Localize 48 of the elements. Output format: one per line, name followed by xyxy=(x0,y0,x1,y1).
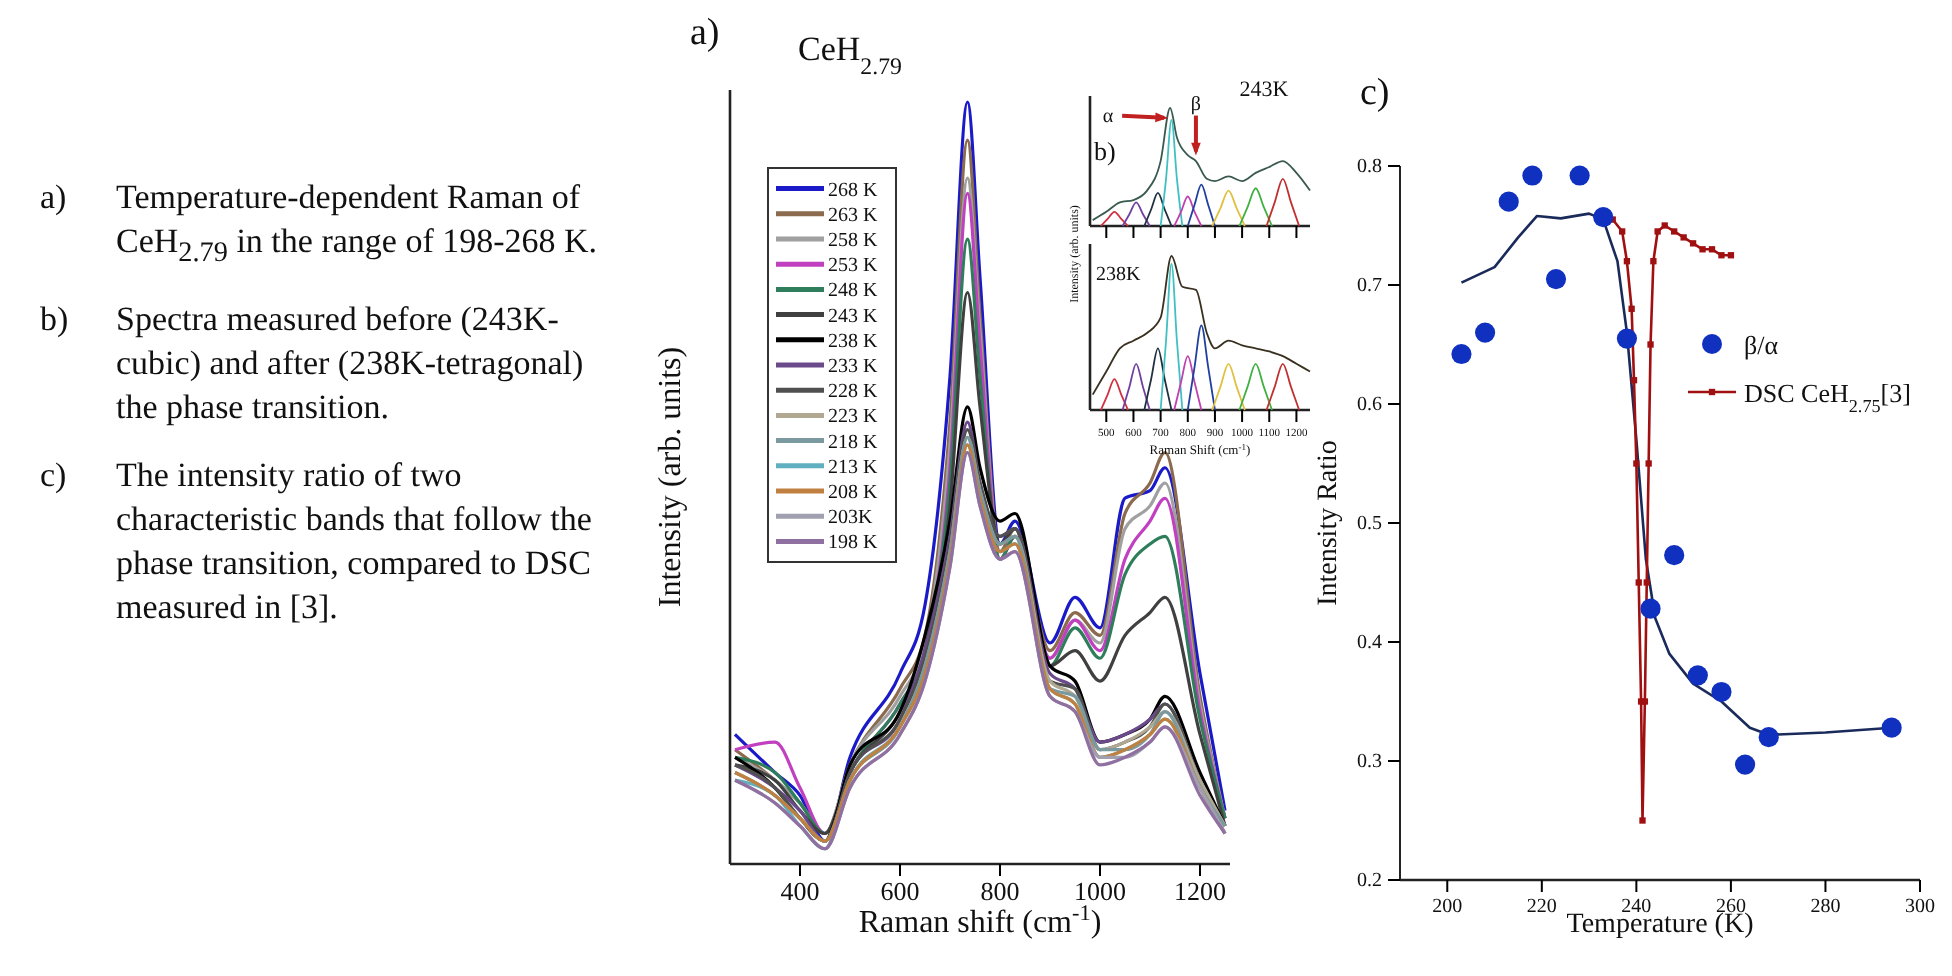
legend-label: 218 K xyxy=(828,431,879,454)
x-tick-label: 280 xyxy=(1810,896,1841,919)
x-tick-label: 300 xyxy=(1905,896,1935,919)
y-tick-label: 0.8 xyxy=(1357,156,1382,179)
y-axis-title: Intensity (arb. units) xyxy=(654,346,688,608)
legend-label: DSC CeH$_{2.75}$[3] xyxy=(1744,378,1911,416)
text: a) Temperature-dependent Raman of CeH$_{2.79}$ in the range of 198-268 K. xyxy=(40,178,598,269)
legend-label: β/α xyxy=(1744,330,1779,360)
y-tick-label: 0.3 xyxy=(1357,751,1382,774)
legend-label: 258 K xyxy=(828,230,879,252)
y-tick-label: 0.6 xyxy=(1357,394,1382,417)
chart-title: a) xyxy=(690,12,720,54)
chart-subtitle: CeH$_{2.79}$ xyxy=(798,30,903,80)
y-tick-label: 0.5 xyxy=(1357,513,1382,536)
legend-label: 198 K xyxy=(828,532,879,555)
x-tick-label: 200 xyxy=(1432,896,1463,919)
x-tick-label: 400 xyxy=(780,876,820,907)
x-tick-label: 1200 xyxy=(1174,876,1226,907)
annotation: β xyxy=(1190,93,1202,116)
chart-title: c) xyxy=(1360,72,1390,114)
chart-subtitle: 243K xyxy=(1239,78,1289,102)
legend-label: 233 K xyxy=(828,356,879,378)
x-tick-label: 600 xyxy=(880,876,920,907)
x-tick-label: 220 xyxy=(1526,896,1557,919)
legend-label: 213 K xyxy=(828,456,879,479)
text: b) xyxy=(1094,136,1116,166)
y-tick-label: 0.4 xyxy=(1357,632,1382,655)
y-tick-label: 0.7 xyxy=(1357,275,1382,298)
text: b) Spectra measured before (243K-cubic) and after (238K-tetragonal) the phase transition. xyxy=(40,300,584,427)
legend-label: 228 K xyxy=(828,381,879,404)
legend-label: 263 K xyxy=(828,204,879,227)
text: c) The intensity ratio of two characteristic bands that follow the phase transition, compared to DSC measured in [3]. xyxy=(40,456,592,627)
legend-label: 208 K xyxy=(828,482,879,504)
y-tick-label: 0.2 xyxy=(1357,870,1382,893)
legend-label: 243 K xyxy=(828,305,879,328)
x-axis-title: Raman shift (cm$^{-1}$) xyxy=(858,901,1102,940)
legend-label: 238 K xyxy=(828,330,879,353)
legend-label: 253 K xyxy=(828,255,879,278)
y-axis-title: Intensity Ratio xyxy=(1314,440,1344,606)
legend-label: 268 K xyxy=(828,179,879,202)
annotation: α xyxy=(1102,105,1115,128)
x-tick-label: 1000 xyxy=(1074,876,1126,907)
legend-label: 223 K xyxy=(828,406,879,429)
chart-title: 238K xyxy=(1096,264,1142,286)
x-tick-label: 240 xyxy=(1621,896,1652,919)
legend-label: 203K xyxy=(828,507,874,530)
legend-label: 248 K xyxy=(828,280,879,303)
x-tick-label: 800 xyxy=(980,876,1020,907)
